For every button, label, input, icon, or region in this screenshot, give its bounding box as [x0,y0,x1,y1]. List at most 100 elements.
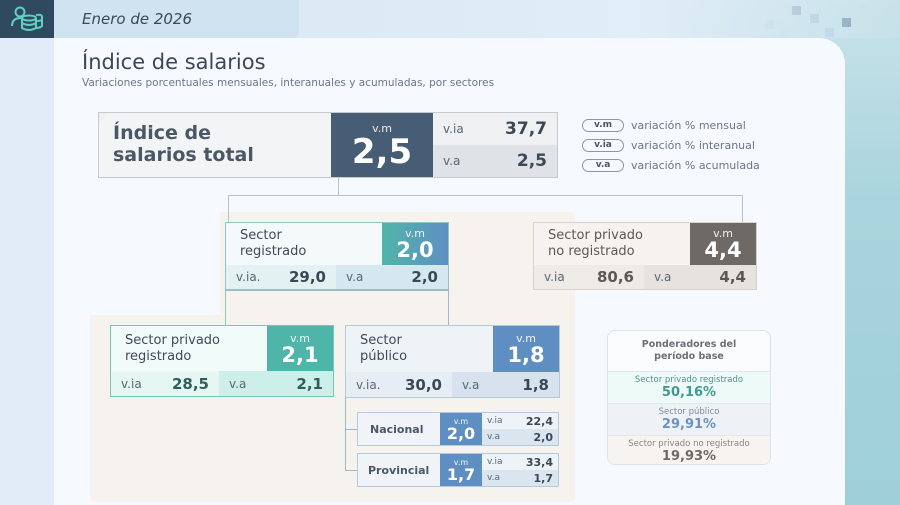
via-label: v.ia. [356,377,381,392]
connector [225,290,226,325]
public-via-value: 30,0 [404,375,442,394]
va-label: v.a [487,432,501,442]
va-label: v.a [229,376,247,391]
connector [345,398,346,471]
weight-row-public: Sector público 29,91% [608,403,770,435]
registered-via-value: 29,0 [288,268,326,286]
unregistered-private-sector-box: Sector privado no registrado v.m 4,4 v.i… [533,222,757,290]
total-vm-value: 2,5 [351,131,413,172]
va-label: v.a [487,473,501,483]
national-vm-value: 2,0 [446,423,476,443]
legend-text: variación % mensual [631,118,746,132]
weight-name: Sector privado registrado [634,375,744,385]
total-index-box: Índice de salarios total v.m 2,5 v.ia 37… [98,112,558,178]
total-via-value: 37,7 [505,119,547,139]
public-title-line1: Sector [360,333,402,349]
public-va-value: 1,8 [522,375,549,394]
legend-text: variación % acumulada [631,158,760,172]
vm-label: v.m [290,331,310,345]
unregistered-title-line1: Sector privado [548,228,643,244]
unregistered-vm-value: 4,4 [704,238,742,262]
va-label: v.a [443,154,461,168]
vm-label: v.m [405,227,425,240]
private-registered-via-value: 28,5 [171,374,209,393]
via-label: v.ia [487,457,503,467]
provincial-box: Provincial v.m 1,7 v.ia 33,4 v.a 1,7 [357,453,559,487]
total-va-value: 2,5 [516,151,547,171]
connector [225,290,449,291]
registered-private-sector-box: Sector privado registrado v.m 2,1 v.ia 2… [110,325,334,397]
private-registered-vm-value: 2,1 [281,342,319,367]
via-label: v.ia [544,270,565,284]
date-tab: Enero de 2026 [54,0,299,38]
national-va-value: 2,0 [533,430,554,444]
va-label: v.a [462,377,480,392]
vm-label: v.m [516,332,536,345]
public-title-line2: público [360,349,408,364]
legend-pill: v.ia [582,138,624,152]
connector [338,178,339,195]
provincial-title: Provincial [368,463,430,477]
page-subtitle: Variaciones porcentuales mensuales, inte… [82,77,495,89]
vm-label: v.m [453,457,469,467]
weight-name: Sector privado no registrado [628,439,750,449]
legend: v.m variación % mensual v.ia variación %… [582,115,760,175]
weight-value: 19,93% [661,449,717,464]
weight-row-private-unregistered: Sector privado no registrado 19,93% [608,435,770,464]
provincial-va-value: 1,7 [533,471,554,485]
provincial-via-value: 33,4 [525,455,553,469]
connector [345,429,357,430]
weights-title: Ponderadores del período base [608,331,770,371]
legend-text: variación % interanual [631,138,755,152]
national-box: Nacional v.m 2,0 v.ia 22,4 v.a 2,0 [357,412,559,446]
legend-item-vm: v.m variación % mensual [582,115,760,135]
national-via-value: 22,4 [525,414,553,428]
private-registered-va-value: 2,1 [296,374,323,393]
registered-va-value: 2,0 [411,268,438,286]
national-title: Nacional [370,422,424,436]
weight-value: 29,91% [661,417,717,432]
registered-title-line1: Sector [240,228,282,244]
legend-item-via: v.ia variación % interanual [582,135,760,155]
weights-title-line2: período base [654,351,724,362]
page-title: Índice de salarios [82,50,266,74]
people-coins-icon [11,6,43,31]
header-icon-block [0,0,54,38]
weight-name: Sector público [658,407,720,417]
via-label: v.ia [121,376,142,391]
connector [228,195,229,222]
public-sector-box: Sector público v.m 1,8 v.ia. 30,0 v.a 1,… [345,325,560,398]
weight-value: 50,16% [661,385,717,400]
via-label: v.ia. [236,270,261,284]
va-label: v.a [346,270,364,284]
unregistered-via-value: 80,6 [596,268,634,286]
registered-title-line2: registrado [240,244,307,259]
legend-pill: v.a [582,158,624,172]
connector [345,470,357,471]
vm-label: v.m [372,121,392,135]
via-label: v.ia [443,122,464,136]
private-registered-title-line1: Sector privado [125,332,220,348]
unregistered-va-value: 4,4 [719,268,746,286]
connector [742,195,743,222]
total-title-line1: Índice de [113,122,211,145]
registered-sector-box: Sector registrado v.m 2,0 v.ia. 29,0 v.a… [225,222,449,290]
via-label: v.ia [487,416,503,426]
registered-vm-value: 2,0 [396,238,434,262]
vm-label: v.m [713,227,733,240]
weight-row-private-registered: Sector privado registrado 50,16% [608,371,770,403]
va-label: v.a [654,270,672,284]
connector [448,290,449,325]
private-registered-title-line2: registrado [125,348,192,364]
report-date: Enero de 2026 [82,10,193,28]
total-title-line2: salarios total [113,144,254,166]
vm-label: v.m [453,416,469,426]
unregistered-title-line2: no registrado [548,244,635,259]
base-period-weights-panel: Ponderadores del período base Sector pri… [607,330,771,465]
weights-title-line1: Ponderadores del [641,339,737,351]
connector [228,195,743,196]
legend-pill: v.m [582,118,624,132]
public-vm-value: 1,8 [507,343,545,367]
provincial-vm-value: 1,7 [446,464,476,484]
legend-item-va: v.a variación % acumulada [582,155,760,175]
